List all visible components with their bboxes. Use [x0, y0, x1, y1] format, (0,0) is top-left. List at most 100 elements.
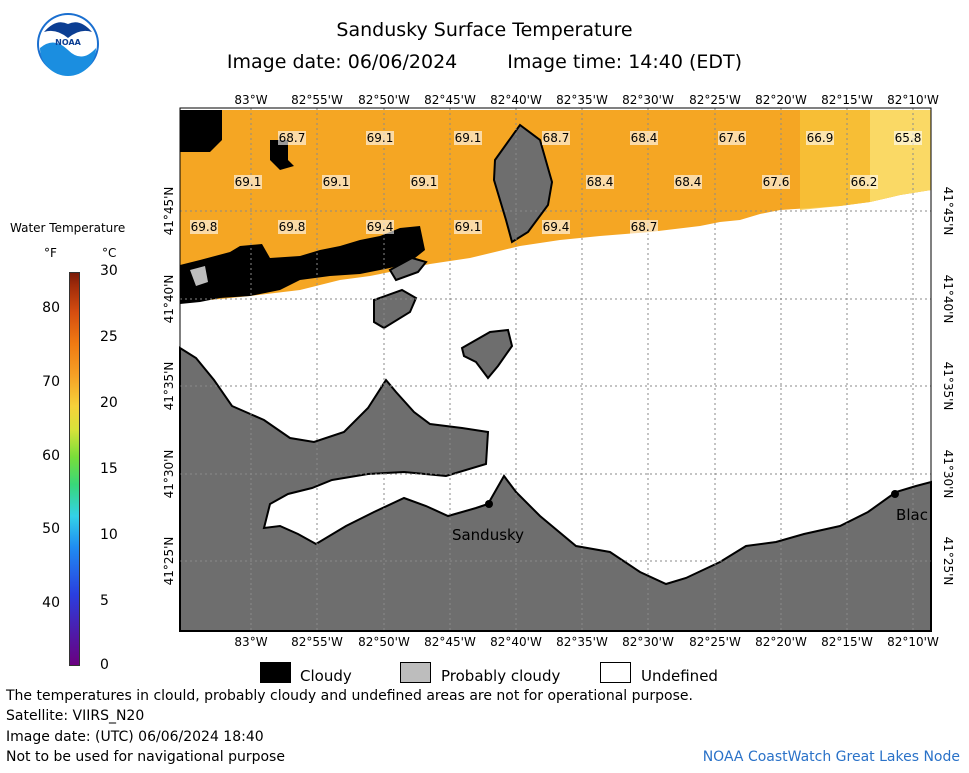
temp-label: 69.1	[455, 220, 482, 234]
temp-label-bg	[366, 131, 394, 145]
temp-label-bg	[762, 175, 790, 189]
temp-label-bg	[542, 131, 570, 145]
legend-cloudy: Cloudy	[300, 667, 352, 685]
credit-link[interactable]: NOAA CoastWatch Great Lakes Node	[702, 749, 960, 765]
f-tick: 60	[42, 448, 60, 464]
lon-label: 82°35'W	[556, 635, 608, 649]
probably-cloudy-area	[190, 266, 208, 286]
temp-label-bg	[190, 220, 218, 234]
f-tick: 80	[42, 300, 60, 316]
temp-label-bg	[234, 175, 262, 189]
lon-label: 83°W	[234, 635, 267, 649]
temp-label: 68.4	[675, 175, 702, 189]
lat-label: 41°35'N	[941, 362, 955, 411]
lat-label: 41°45'N	[941, 187, 955, 236]
temp-label-bg	[586, 175, 614, 189]
image-date-time: Image date: 06/06/2024 Image time: 14:40…	[0, 51, 969, 73]
f-tick: 70	[42, 374, 60, 390]
temp-label: 69.1	[367, 131, 394, 145]
unit-f: °F	[44, 246, 57, 260]
image-date: Image date: 06/06/2024	[226, 51, 458, 73]
blac-marker	[891, 490, 899, 498]
lat-label: 41°40'N	[162, 275, 176, 324]
lat-label: 41°45'N	[162, 187, 176, 236]
temp-label: 69.1	[235, 175, 262, 189]
lon-label: 82°50'W	[358, 93, 410, 107]
temp-label: 69.8	[191, 220, 218, 234]
legend-probably-cloudy: Probably cloudy	[441, 667, 561, 685]
c-tick: 30	[100, 263, 118, 279]
c-tick: 10	[100, 527, 118, 543]
temp-label-bg	[410, 175, 438, 189]
lon-label: 82°15'W	[821, 635, 873, 649]
temp-label: 66.9	[807, 131, 834, 145]
temp-label: 67.6	[719, 131, 746, 145]
lon-label: 82°45'W	[424, 93, 476, 107]
color-scale-bar	[69, 272, 80, 666]
place-blac: Blac	[896, 506, 928, 524]
lon-label: 82°50'W	[358, 635, 410, 649]
temp-label: 66.2	[851, 175, 878, 189]
f-tick: 40	[42, 595, 60, 611]
note-satellite: Satellite: VIIRS_N20	[6, 708, 145, 724]
noaa-logo-text: NOAA	[55, 38, 81, 47]
lon-label: 82°30'W	[622, 93, 674, 107]
lon-label: 82°45'W	[424, 635, 476, 649]
legend-probably-cloudy-swatch	[400, 662, 431, 683]
lat-label: 41°30'N	[162, 450, 176, 499]
temp-label-bg	[630, 131, 658, 145]
temp-label: 69.8	[279, 220, 306, 234]
temp-label-bg	[278, 220, 306, 234]
graticule	[180, 108, 931, 631]
note-disclaimer: The temperatures in clould, probably clo…	[6, 688, 693, 704]
temp-label-bg	[718, 131, 746, 145]
temp-label: 69.4	[367, 220, 394, 234]
f-tick: 50	[42, 521, 60, 537]
lon-label: 83°W	[234, 93, 267, 107]
temp-label-bg	[806, 131, 834, 145]
lon-label: 82°15'W	[821, 93, 873, 107]
noaa-logo: NOAA	[37, 13, 99, 76]
lon-label: 82°40'W	[490, 93, 542, 107]
unit-c: °C	[102, 246, 117, 260]
cloud-areas	[180, 110, 425, 304]
c-tick: 25	[100, 329, 118, 345]
lat-label: 41°30'N	[941, 450, 955, 499]
temp-label-bg	[850, 175, 878, 189]
temp-label: 69.1	[455, 131, 482, 145]
temp-label-bg	[454, 220, 482, 234]
lon-label: 82°20'W	[755, 635, 807, 649]
temp-label-bg	[630, 220, 658, 234]
lon-label: 82°25'W	[689, 93, 741, 107]
lon-label: 82°55'W	[291, 93, 343, 107]
temp-label: 68.7	[279, 131, 306, 145]
lat-label: 41°40'N	[941, 275, 955, 324]
temp-label-bg	[322, 175, 350, 189]
temp-label-bg	[278, 131, 306, 145]
image-time: Image time: 14:40 (EDT)	[507, 51, 743, 73]
legend-undefined: Undefined	[641, 667, 718, 685]
lon-label: 82°30'W	[622, 635, 674, 649]
lon-label: 82°20'W	[755, 93, 807, 107]
temp-label-bg	[542, 220, 570, 234]
temp-label: 68.4	[631, 131, 658, 145]
temp-label: 67.6	[763, 175, 790, 189]
c-tick: 20	[100, 395, 118, 411]
temp-label: 69.4	[543, 220, 570, 234]
c-tick: 0	[100, 657, 109, 673]
temp-label: 65.8	[895, 131, 922, 145]
lat-label: 41°25'N	[941, 537, 955, 586]
temp-label: 68.7	[543, 131, 570, 145]
temp-label: 68.4	[587, 175, 614, 189]
temp-label: 69.1	[411, 175, 438, 189]
legend-cloudy-swatch	[260, 662, 291, 683]
lon-label: 82°10'W	[887, 635, 939, 649]
lat-label: 41°35'N	[162, 362, 176, 411]
scale-title: Water Temperature	[10, 221, 126, 235]
lon-label: 82°25'W	[689, 635, 741, 649]
land-mainland	[179, 346, 932, 632]
lon-label: 82°35'W	[556, 93, 608, 107]
c-tick: 15	[100, 461, 118, 477]
note-utc-date: Image date: (UTC) 06/06/2024 18:40	[6, 729, 264, 745]
